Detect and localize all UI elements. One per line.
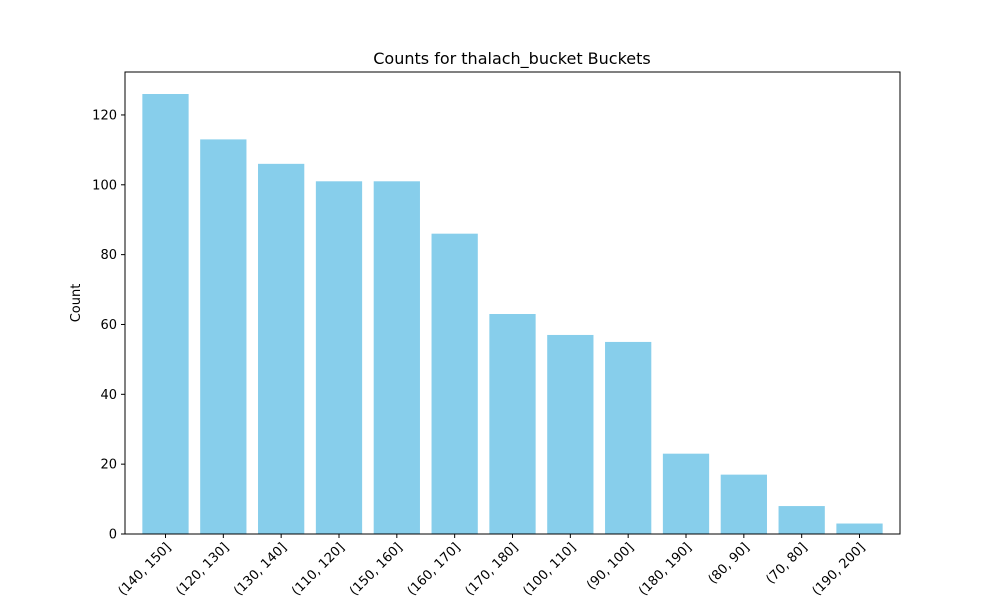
y-tick-label-1: 20 — [100, 458, 117, 473]
bar-10 — [720, 474, 767, 534]
y-tick-label-4: 80 — [100, 248, 117, 263]
bar-1 — [200, 139, 247, 534]
x-tick-label-4: (150, 160] — [347, 540, 406, 599]
x-tick-label-8: (90, 100] — [584, 540, 637, 593]
bars-group — [142, 94, 883, 535]
bar-5 — [431, 233, 478, 534]
x-tick-label-1: (120, 130] — [173, 540, 232, 599]
x-axis: (140, 150] (120, 130] (130, 140] (110, 120]… — [116, 534, 869, 599]
y-axis: 0 20 40 60 80 100 120 — [92, 108, 125, 543]
x-tick-label-0: (140, 150] — [116, 540, 175, 599]
bar-4 — [373, 181, 420, 535]
x-tick-label-7: (100, 110] — [520, 540, 579, 599]
y-tick-label-3: 60 — [100, 318, 117, 333]
x-tick-label-10: (80, 90] — [706, 540, 753, 587]
y-tick-label-5: 100 — [92, 178, 117, 193]
x-tick-label-9: (180, 190] — [636, 540, 695, 599]
y-tick-label-6: 120 — [92, 108, 117, 123]
chart-title: Counts for thalach_bucket Buckets — [373, 49, 650, 69]
bar-7 — [547, 334, 594, 534]
y-tick-label-2: 40 — [100, 388, 117, 403]
bar-11 — [778, 506, 825, 534]
x-tick-label-11: (70, 80] — [763, 540, 810, 587]
bar-3 — [315, 181, 363, 535]
x-tick-label-12: (190, 200] — [810, 540, 869, 599]
x-tick-label-6: (170, 180] — [463, 540, 522, 599]
bar-9 — [662, 453, 710, 534]
bar-12 — [836, 523, 883, 534]
y-axis-label: Count — [69, 284, 84, 323]
x-tick-label-2: (130, 140] — [231, 540, 290, 599]
y-tick-label-0: 0 — [109, 528, 117, 543]
bar-6 — [489, 314, 536, 534]
x-tick-label-3: (110, 120] — [289, 540, 348, 599]
x-tick-label-5: (160, 170] — [405, 540, 464, 599]
bar-8 — [605, 341, 652, 534]
bar-0 — [142, 94, 189, 534]
bar-2 — [258, 163, 305, 535]
